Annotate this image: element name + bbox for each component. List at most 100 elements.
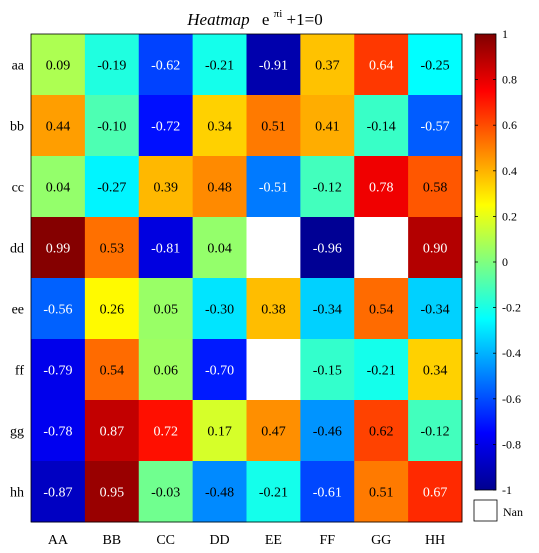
- chart-title-formula-base: e: [262, 10, 270, 29]
- x-tick-label: GG: [371, 533, 391, 548]
- heatmap-cell: [354, 156, 409, 218]
- cell-value-label: -0.21: [367, 364, 396, 379]
- y-tick-label: gg: [10, 425, 24, 440]
- colorbar-tick-labels: 1 0.8 0.6 0.4 0.2 0 -0.2 -0.4 -0.6 -0.8 -1: [475, 27, 521, 497]
- heatmap-cell-labels: 0.09 -0.19 -0.62 -0.21 -0.91 0.37 0.64 -0.25 0.4…: [43, 59, 449, 501]
- colorbar-tick-label: -0.2: [502, 301, 521, 315]
- x-tick-label: AA: [48, 533, 69, 548]
- colorbar-tick-label: 0.8: [502, 73, 517, 87]
- heatmap-cell: [408, 461, 463, 523]
- x-tick-label: CC: [156, 533, 175, 548]
- cell-value-label: -0.03: [151, 486, 180, 501]
- heatmap-cell: [84, 400, 140, 462]
- colorbar-tick-label: -0.6: [502, 392, 521, 406]
- heatmap-cell: [31, 461, 86, 523]
- cell-value-label: -0.78: [43, 425, 72, 440]
- heatmap-cell: [354, 95, 409, 157]
- cell-value-label: 0.04: [207, 242, 232, 257]
- cell-value-label: -0.46: [313, 425, 342, 440]
- cell-value-label: 0.72: [153, 425, 178, 440]
- y-tick-label: dd: [10, 242, 24, 257]
- heatmap-cell: [84, 461, 140, 523]
- y-tick-label: aa: [12, 59, 25, 74]
- heatmap-cell: [192, 156, 247, 218]
- cell-value-label: 0.26: [100, 303, 125, 318]
- cell-value-label: -0.12: [313, 181, 342, 196]
- cell-value-label: -0.91: [259, 59, 288, 74]
- cell-value-label: -0.14: [367, 120, 396, 135]
- cell-value-label: 0.53: [100, 242, 125, 257]
- heatmap-cell: [31, 95, 86, 157]
- cell-value-label: -0.51: [259, 181, 288, 196]
- cell-value-label: -0.87: [43, 486, 72, 501]
- colorbar-tick-label: -1: [502, 483, 512, 497]
- heatmap-cell: [31, 339, 86, 401]
- x-tick-label: EE: [265, 533, 282, 548]
- heatmap-cell: [138, 339, 194, 401]
- cell-value-label: 0.41: [315, 120, 340, 135]
- heatmap-cell: [246, 95, 301, 157]
- cell-value-label: -0.19: [97, 59, 126, 74]
- heatmap-cell: [138, 461, 194, 523]
- heatmap-cell: [408, 217, 463, 279]
- cell-value-label: 0.47: [261, 425, 286, 440]
- chart-title-formula-rest: +1=0: [287, 10, 323, 29]
- plot-frame: [30, 33, 463, 523]
- heatmap-cell: [246, 339, 301, 401]
- cell-value-label: -0.70: [205, 364, 234, 379]
- cell-value-label: 0.95: [100, 486, 125, 501]
- heatmap-cell: [408, 278, 463, 340]
- cell-value-label: 0.06: [153, 364, 178, 379]
- cell-value-label: -0.72: [151, 120, 180, 135]
- heatmap-cell: [84, 278, 140, 340]
- y-tick-label: cc: [12, 181, 24, 196]
- cell-value-label: -0.96: [313, 242, 342, 257]
- heatmap-cell: [408, 339, 463, 401]
- heatmap-cell: [300, 217, 355, 279]
- cell-value-label: 0.64: [369, 59, 394, 74]
- heatmap-cell: [246, 217, 301, 279]
- cell-value-label: -0.62: [151, 59, 180, 74]
- cell-value-label: 0.39: [153, 181, 178, 196]
- cell-value-label: -0.25: [420, 59, 449, 74]
- heatmap-cell: [354, 217, 409, 279]
- heatmap-cell: [31, 217, 86, 279]
- x-tick-label: HH: [425, 533, 445, 548]
- heatmap-cell: [246, 461, 301, 523]
- heatmap-cell: [300, 339, 355, 401]
- cell-value-label: 0.58: [423, 181, 448, 196]
- cell-value-label: 0.09: [46, 59, 71, 74]
- heatmap-cell: [246, 34, 301, 96]
- cell-value-label: 0.37: [315, 59, 340, 74]
- cell-value-label: -0.57: [420, 120, 449, 135]
- cell-value-label: 0.54: [369, 303, 394, 318]
- cell-value-label: 0.38: [261, 303, 286, 318]
- cell-value-label: -0.79: [43, 364, 72, 379]
- heatmap-cell: [192, 461, 247, 523]
- y-axis-tick-labels: aa bb cc dd ee ff gg hh: [10, 59, 25, 501]
- heatmap-cells: [31, 34, 463, 523]
- heatmap-cell: [192, 339, 247, 401]
- cell-value-label: -0.15: [313, 364, 342, 379]
- colorbar-tick-label: -0.4: [502, 346, 521, 360]
- y-tick-label: hh: [10, 486, 24, 501]
- heatmap-cell: [192, 400, 247, 462]
- heatmap-cell: [246, 278, 301, 340]
- cell-value-label: -0.56: [43, 303, 72, 318]
- heatmap-cell: [84, 339, 140, 401]
- nan-legend-swatch: [473, 499, 498, 522]
- heatmap-cell: [408, 156, 463, 218]
- cell-value-label: 0.05: [153, 303, 178, 318]
- chart-title: Heatmap e πi +1=0: [186, 2, 322, 29]
- colorbar: [474, 33, 497, 491]
- heatmap-cell: [138, 400, 194, 462]
- heatmap-cell: [408, 400, 463, 462]
- heatmap-cell: [192, 278, 247, 340]
- heatmap-cell: [138, 34, 194, 96]
- heatmap-cell: [31, 278, 86, 340]
- cell-value-label: -0.21: [205, 59, 234, 74]
- cell-value-label: 0.51: [369, 486, 394, 501]
- colorbar-tick-label: 0.4: [502, 164, 517, 178]
- cell-value-label: 0.04: [46, 181, 71, 196]
- cell-value-label: 0.34: [207, 120, 232, 135]
